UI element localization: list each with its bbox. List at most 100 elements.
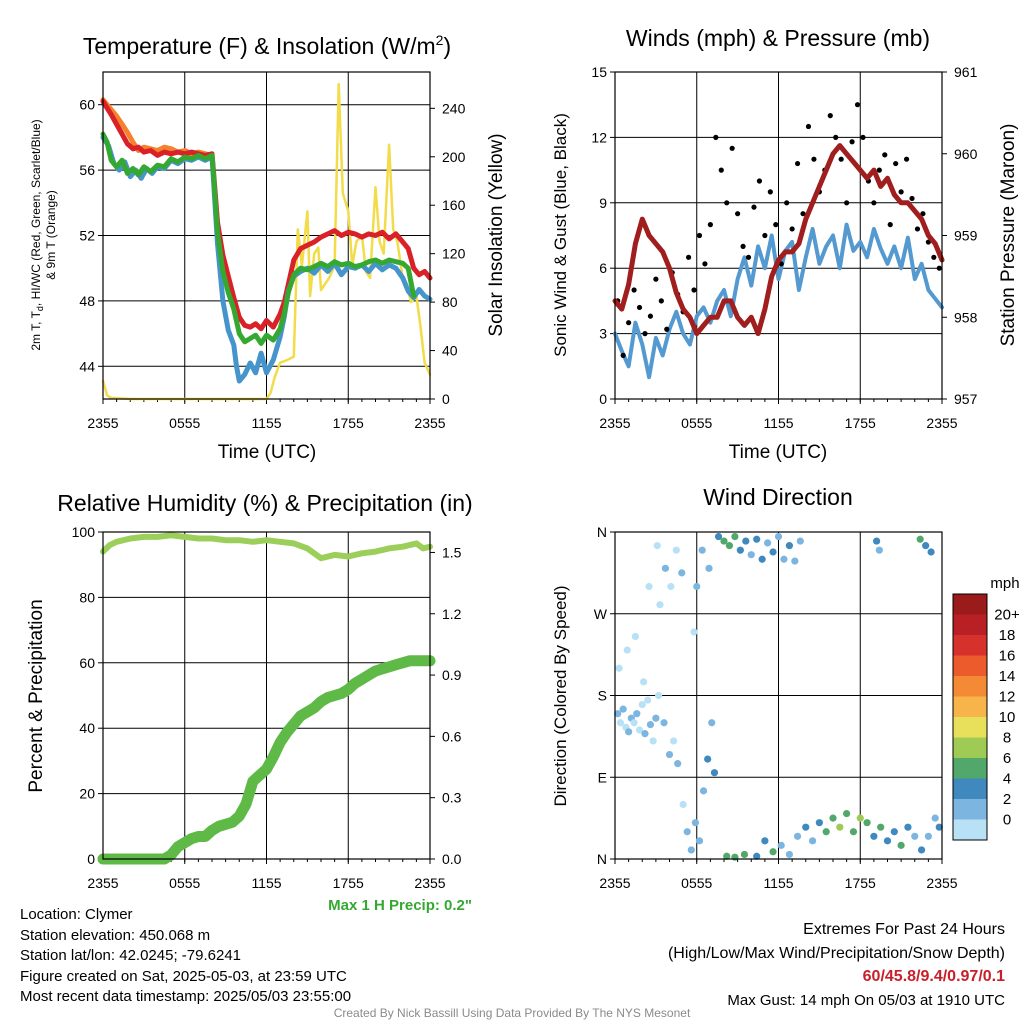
wind-direction-plot-area: N E S W N 2355 0555 1155 1755 2355 xyxy=(594,524,958,891)
gust-point xyxy=(805,123,812,130)
wind-direction-y-tick-label: E xyxy=(598,769,607,785)
created-text: Figure created on Sat, 2025-05-03, at 23… xyxy=(20,967,347,985)
temperature-y-tick-label: 60 xyxy=(79,97,95,113)
wind-direction-point xyxy=(720,537,728,545)
wind-direction-point xyxy=(829,814,837,822)
winds-y-tick-label: 6 xyxy=(599,260,607,276)
pressure-y2-axis-label: Station Pressure (Maroon) xyxy=(998,124,1019,347)
temperature-y-axis-label-line2: & 9m T (Orange) xyxy=(44,190,58,280)
gust-point xyxy=(860,134,866,140)
wind-direction-point xyxy=(725,542,734,550)
wind-direction-point xyxy=(625,728,633,736)
gust-point xyxy=(691,287,697,293)
winds-title: Winds (mph) & Pressure (mb) xyxy=(626,25,930,51)
extremes-block: Extremes For Past 24 Hours (High/Low/Max… xyxy=(668,918,1005,1012)
temperature-y-tick-label: 52 xyxy=(79,228,95,244)
temperature-2m-line xyxy=(100,98,433,332)
station-pressure-line xyxy=(612,143,945,337)
legend-label: 0 xyxy=(1003,812,1011,829)
gust-point xyxy=(773,222,779,228)
wind-direction-point xyxy=(655,691,663,700)
wind-direction-point xyxy=(656,601,664,609)
humidity-x-tick-label: 2355 xyxy=(87,875,118,891)
wind-direction-point xyxy=(699,787,708,795)
wind-direction-point xyxy=(633,710,641,718)
wind-direction-point xyxy=(646,720,655,729)
temperature-y2-tick-label: 160 xyxy=(442,197,466,213)
legend-label: 20+ xyxy=(994,607,1020,624)
wind-direction-point xyxy=(916,535,924,543)
wind-direction-point xyxy=(653,542,661,550)
legend-swatch xyxy=(953,655,987,676)
wind-direction-point xyxy=(931,814,939,822)
temperature-x-tick-label: 2355 xyxy=(87,415,118,431)
winds-plot-border xyxy=(614,71,943,400)
wind-direction-point xyxy=(785,850,794,859)
legend-swatch xyxy=(953,799,987,820)
wind-direction-point xyxy=(661,564,670,572)
wind-direction-point xyxy=(640,678,648,686)
gust-point xyxy=(745,254,752,260)
location-text: Location: Clymer xyxy=(20,906,133,923)
legend-label: 12 xyxy=(999,689,1016,706)
legend-label: 4 xyxy=(1003,771,1011,788)
gust-point xyxy=(887,222,893,228)
temperature-x-tick-label: 1755 xyxy=(333,415,364,431)
wind-direction-point xyxy=(731,853,739,861)
gust-point xyxy=(702,261,708,267)
wind-direction-point xyxy=(774,532,783,541)
temperature-y2-tick-label: 80 xyxy=(442,294,458,310)
temperature-y2-tick-label: 240 xyxy=(442,100,466,116)
temperature-y-axis-label: 2m T, Td, HI/WC (Red, Green, Scarlet/Blu… xyxy=(29,119,45,350)
wind-direction-y-tick-label: S xyxy=(598,688,607,704)
wind-direction-point xyxy=(753,852,761,860)
wind-direction-y-tick-label: N xyxy=(597,524,607,540)
latlon-text: Station lat/lon: 42.0245; -79.6241 xyxy=(20,947,242,964)
wind-direction-plot-border xyxy=(614,531,943,860)
temperature-x-tick-label: 1155 xyxy=(251,415,281,431)
wind-direction-x-tick-label: 2355 xyxy=(599,875,630,891)
winds-y-tick-label: 9 xyxy=(599,195,607,211)
gust-point xyxy=(784,200,790,206)
wind-direction-y-axis-label: Direction (Colored By Speed) xyxy=(551,585,570,806)
humidity-panel: Relative Humidity (%) & Precipitation (i… xyxy=(26,490,473,914)
legend-label: 6 xyxy=(1003,750,1011,767)
winds-y-tick-label: 3 xyxy=(599,326,607,342)
legend-swatch xyxy=(953,614,987,635)
winds-y2-tick-label: 960 xyxy=(954,146,978,162)
wind-direction-point xyxy=(649,737,657,745)
wind-direction-point xyxy=(764,539,772,547)
wind-direction-point xyxy=(687,846,695,854)
wind-direction-panel: Wind Direction N E S W N 2355 0555 1155 1755 2355… xyxy=(551,484,1020,891)
winds-x-tick-label: 2355 xyxy=(599,415,630,431)
wind-direction-point xyxy=(897,841,905,849)
winds-y-axis-label: Sonic Wind & Gust (Blue, Black) xyxy=(551,113,570,357)
gust-point xyxy=(833,134,839,140)
wind-direction-point xyxy=(667,582,675,591)
gust-point xyxy=(756,178,763,184)
wind-direction-point xyxy=(843,809,851,818)
wind-direction-point xyxy=(615,664,623,672)
humidity-y-tick-label: 80 xyxy=(79,589,95,605)
humidity-y-tick-label: 40 xyxy=(79,720,95,736)
wind-direction-point xyxy=(791,557,799,565)
gust-point xyxy=(898,189,904,195)
wind-direction-point xyxy=(678,569,686,577)
wind-direction-point xyxy=(644,696,652,704)
gust-point xyxy=(800,211,806,217)
wind-direction-x-tick-label: 1155 xyxy=(763,875,793,891)
wind-direction-point xyxy=(924,832,932,840)
wind-direction-point xyxy=(856,814,864,822)
temperature-plot-area: 44 48 52 56 60 2355 0555 1155 1755 2355 0 40 80 120 16… xyxy=(79,71,466,431)
wind-direction-point xyxy=(758,555,766,563)
humidity-y-tick-label: 20 xyxy=(79,786,95,802)
extremes-subtitle: (High/Low/Max Wind/Precipitation/Snow De… xyxy=(667,944,1005,962)
humidity-y-tick-label: 60 xyxy=(79,655,95,671)
wind-direction-point xyxy=(708,719,716,727)
winds-plot-area: 0 3 6 9 12 15 2355 0555 1155 1755 2355 957 958 959 960… xyxy=(591,64,977,431)
humidity-y-axis-label: Percent & Precipitation xyxy=(26,599,47,792)
legend-swatch xyxy=(953,819,987,840)
wind-direction-point xyxy=(769,548,777,556)
gust-point xyxy=(936,265,942,271)
